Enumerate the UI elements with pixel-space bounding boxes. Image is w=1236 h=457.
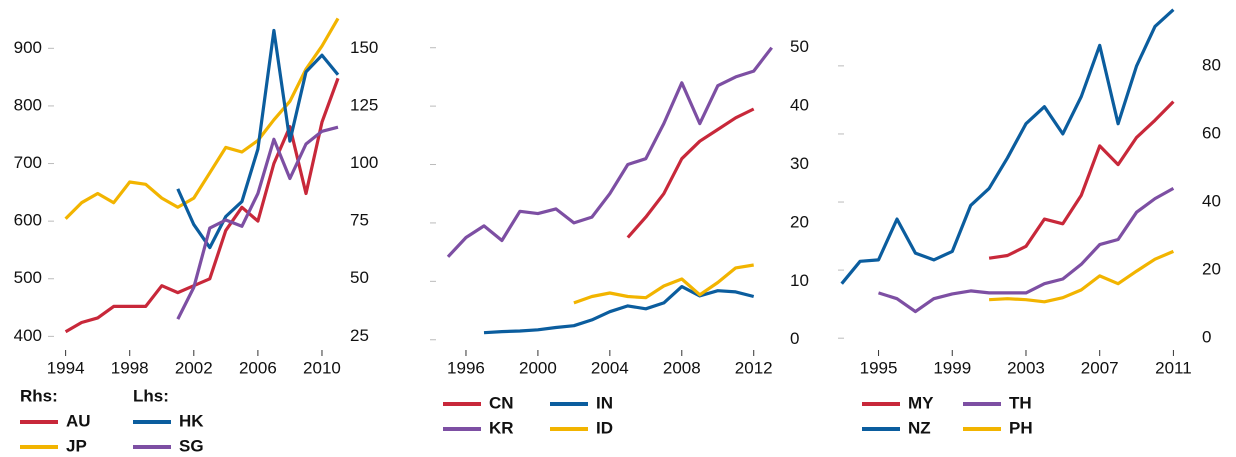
- series-line: [176, 28, 340, 250]
- y-tick-label: 20: [1202, 260, 1221, 279]
- x-tick-label: 2010: [303, 358, 341, 377]
- x-tick-label: 2007: [1081, 358, 1119, 377]
- x-tick-label: 2000: [519, 358, 557, 377]
- y2-tick-label: 75: [350, 211, 369, 230]
- x-tick-label: 2006: [239, 358, 277, 377]
- x-tick-label: 1998: [111, 358, 149, 377]
- y-tick-label: 900: [14, 38, 42, 57]
- legend-label: SG: [179, 436, 204, 455]
- x-tick-label: 1999: [933, 358, 971, 377]
- x-tick-label: 2004: [591, 358, 629, 377]
- y2-tick-label: 125: [350, 95, 378, 114]
- legend-label: MY: [908, 393, 934, 412]
- legend-label: PH: [1009, 418, 1033, 437]
- y-tick-label: 800: [14, 95, 42, 114]
- series-line: [176, 125, 339, 320]
- y-tick-label: 500: [14, 268, 42, 287]
- x-tick-label: 2008: [663, 358, 701, 377]
- y-tick-label: 400: [14, 326, 42, 345]
- legend-label: KR: [489, 418, 514, 437]
- legend-label: TH: [1009, 393, 1032, 412]
- y2-tick-label: 150: [350, 38, 378, 57]
- legend-title: Lhs:: [133, 386, 169, 405]
- legend-label: AU: [66, 411, 91, 430]
- series-line: [626, 107, 755, 239]
- y-tick-label: 80: [1202, 55, 1221, 74]
- series-line: [64, 17, 340, 220]
- x-tick-label: 2002: [175, 358, 213, 377]
- series-line: [64, 77, 340, 334]
- legend-label: NZ: [908, 418, 931, 437]
- y-tick-label: 0: [790, 329, 799, 348]
- legend-label: IN: [596, 393, 613, 412]
- y-tick-label: 10: [790, 271, 809, 290]
- y-tick-label: 50: [790, 37, 809, 56]
- legend-label: HK: [179, 411, 204, 430]
- y2-tick-label: 100: [350, 153, 378, 172]
- legend-label: JP: [66, 436, 87, 455]
- y-tick-label: 600: [14, 211, 42, 230]
- y-tick-label: 40: [790, 96, 809, 115]
- x-tick-label: 2011: [1155, 358, 1192, 377]
- series-line: [989, 249, 1175, 304]
- series-line: [878, 187, 1175, 314]
- legend-title: Rhs:: [20, 386, 58, 405]
- y-tick-label: 30: [790, 154, 809, 173]
- series-line: [840, 8, 1175, 285]
- x-tick-label: 1995: [860, 358, 898, 377]
- x-tick-label: 1996: [447, 358, 485, 377]
- legend-label: CN: [489, 393, 514, 412]
- legend-label: ID: [596, 418, 613, 437]
- y-tick-label: 40: [1202, 192, 1221, 211]
- y-tick-label: 20: [790, 212, 809, 231]
- x-tick-label: 1994: [47, 358, 85, 377]
- series-line: [573, 263, 754, 305]
- series-line: [446, 46, 773, 258]
- series-line: [483, 285, 755, 335]
- y-tick-label: 0: [1202, 328, 1211, 347]
- y2-tick-label: 25: [350, 326, 369, 345]
- y2-tick-label: 50: [350, 268, 369, 287]
- series-line: [988, 100, 1175, 260]
- y-tick-label: 700: [14, 153, 42, 172]
- y-tick-label: 60: [1202, 123, 1221, 142]
- x-tick-label: 2003: [1007, 358, 1045, 377]
- x-tick-label: 2012: [735, 358, 773, 377]
